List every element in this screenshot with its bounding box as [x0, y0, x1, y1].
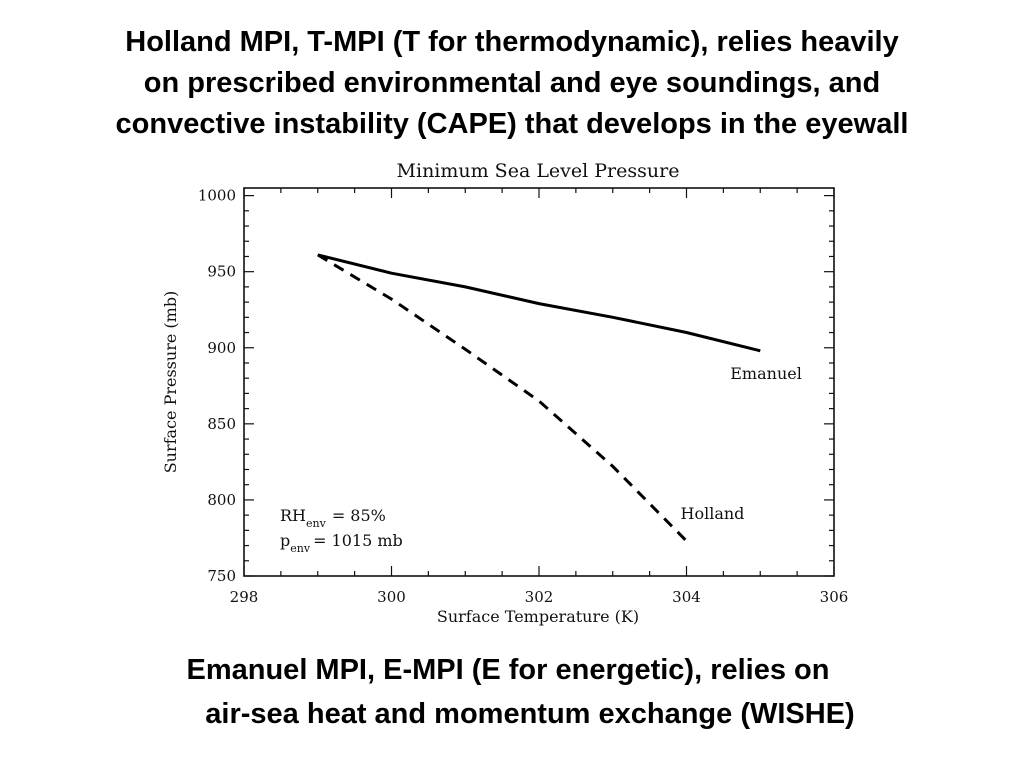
slide-headline: Holland MPI, T-MPI (T for thermodynamic)…: [0, 22, 1024, 145]
y-tick-label: 1000: [198, 187, 236, 205]
penv-annotation: penv = 1015 mb: [280, 531, 403, 555]
y-tick-label: 750: [207, 567, 236, 585]
headline-line-3: convective instability (CAPE) that devel…: [115, 108, 909, 140]
x-tick-label: 300: [377, 588, 406, 606]
footer-line-2: air-sea heat and momentum exchange (WISH…: [205, 698, 855, 730]
conditions-annotation: RHenv = 85% penv = 1015 mb: [280, 506, 403, 555]
y-tick-label: 850: [207, 415, 236, 433]
y-axis-label: Surface Pressure (mb): [161, 291, 180, 474]
series-layer: Emanuel Holland: [317, 253, 802, 543]
headline-line-2: on prescribed environmental and eye soun…: [143, 67, 881, 99]
rh-annotation: RHenv = 85%: [280, 506, 386, 530]
headline-line-1: Holland MPI, T-MPI (T for thermodynamic)…: [125, 26, 899, 58]
series-emanuel-line: [317, 253, 761, 353]
x-tick-label: 304: [672, 588, 701, 606]
series-holland-label: Holland: [681, 504, 745, 523]
y-tick-label: 950: [207, 263, 236, 281]
slide-footer: Emanuel MPI, E-MPI (E for energetic), re…: [0, 648, 1024, 736]
footer-line-1: Emanuel MPI, E-MPI (E for energetic), re…: [186, 654, 830, 686]
x-tick-label: 302: [525, 588, 554, 606]
series-emanuel-label: Emanuel: [730, 364, 802, 383]
x-axis-label: Surface Temperature (K): [437, 607, 639, 626]
axis-ticks: 298 300 302 304 306 750 800 850 900 950 1000: [198, 187, 849, 606]
pressure-chart: Minimum Sea Level Pressure 298 300 302 304 3…: [161, 160, 849, 626]
x-tick-label: 306: [820, 588, 849, 606]
x-tick-label: 298: [230, 588, 259, 606]
chart-title: Minimum Sea Level Pressure: [397, 160, 680, 182]
series-holland-line: [317, 253, 688, 543]
y-tick-label: 800: [207, 491, 236, 509]
y-tick-label: 900: [207, 339, 236, 357]
